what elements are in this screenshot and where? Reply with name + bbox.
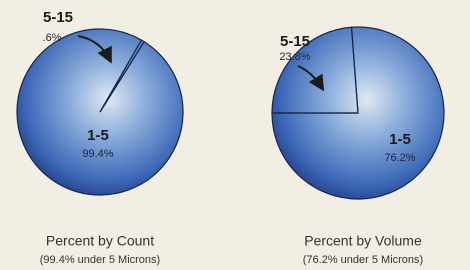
category-label: 1-5 [389,131,411,148]
chart-title: Percent by Volume [304,233,422,249]
category-label: 5-15 [43,9,73,26]
value-label: 99.4% [82,148,113,160]
pie-slice [17,29,183,195]
category-label: 1-5 [87,127,109,144]
category-label: 5-15 [280,33,310,50]
chart-subtitle: (76.2% under 5 Microns) [303,254,423,266]
value-label: 76.2% [384,152,415,164]
chart-subtitle: (99.4% under 5 Microns) [40,254,160,266]
chart-title: Percent by Count [46,233,154,249]
value-label: 23.8% [279,51,310,63]
chart: 5-15.6%1-599.4%Percent by Count(99.4% un… [0,0,470,270]
